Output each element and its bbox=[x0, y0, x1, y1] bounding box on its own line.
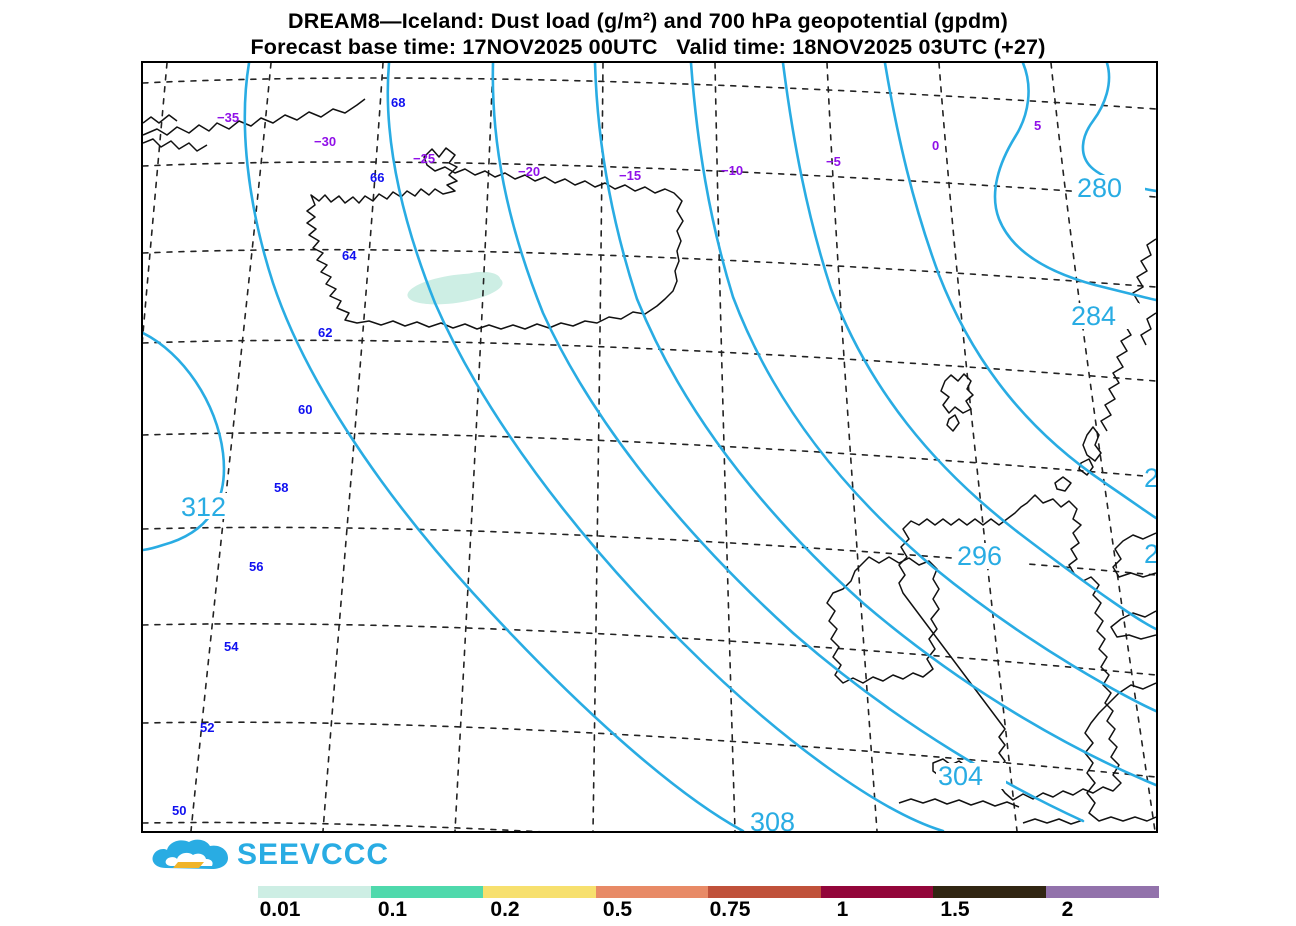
contour-label-288-clipped: 2 bbox=[1144, 539, 1156, 569]
colorbar-segment-2 bbox=[483, 886, 597, 898]
seevccc-logo[interactable] bbox=[148, 836, 363, 878]
lat-label-64: 64 bbox=[342, 248, 357, 263]
contour-labels: 312 308 304 296 284 280 2 2 bbox=[179, 173, 1156, 831]
contour-308 bbox=[243, 63, 745, 831]
contour-288 bbox=[883, 63, 1156, 520]
lon-label-m20: −20 bbox=[518, 164, 540, 179]
lat-label-58: 58 bbox=[274, 480, 288, 495]
lon-label-m30: −30 bbox=[314, 134, 336, 149]
contour-label-284: 284 bbox=[1071, 301, 1116, 331]
lon-label-m35: −35 bbox=[217, 110, 239, 125]
contour-label-312: 312 bbox=[181, 492, 226, 522]
colorbar-segment-3 bbox=[595, 886, 709, 898]
contour-292 bbox=[781, 63, 1156, 631]
map-canvas[interactable]: 68 66 64 62 60 58 56 54 52 50 −35 −30 −2… bbox=[141, 61, 1158, 833]
graticule-longitude-lines bbox=[143, 63, 1156, 831]
denmark-coast bbox=[1112, 532, 1156, 578]
coastlines bbox=[143, 98, 1156, 825]
contour-label-292-clipped: 2 bbox=[1144, 463, 1156, 493]
colorbar-tick-0.75: 0.75 bbox=[709, 898, 751, 921]
colorbar-tick-0.01: 0.01 bbox=[259, 898, 301, 921]
colorbar-segment-6 bbox=[933, 886, 1047, 898]
colorbar-tick-labels: 0.01 0.1 0.2 0.5 0.75 1 1.5 2 bbox=[0, 898, 1296, 926]
colorbar-segment-7 bbox=[1045, 886, 1159, 898]
lat-label-54: 54 bbox=[224, 639, 239, 654]
contour-label-280: 280 bbox=[1077, 173, 1122, 203]
colorbar-tick-1.5: 1.5 bbox=[940, 898, 970, 921]
lon-label-0: 0 bbox=[932, 138, 939, 153]
colorbar-tick-0.5: 0.5 bbox=[602, 898, 633, 921]
graticule-latitude-lines bbox=[143, 77, 1156, 831]
contour-label-308: 308 bbox=[750, 807, 795, 831]
lat-label-52: 52 bbox=[200, 720, 214, 735]
lat-label-60: 60 bbox=[298, 402, 312, 417]
lat-label-56: 56 bbox=[249, 559, 263, 574]
lat-label-66: 66 bbox=[370, 170, 384, 185]
shetland-coast bbox=[1082, 426, 1102, 462]
lat-label-50: 50 bbox=[172, 803, 186, 818]
lon-label-m15: −15 bbox=[619, 168, 641, 183]
colorbar-segment-4 bbox=[708, 886, 822, 898]
lon-label-5: 5 bbox=[1034, 118, 1041, 133]
colorbar-segment-0 bbox=[258, 886, 372, 898]
arrow-icon bbox=[173, 862, 204, 868]
great-britain-coast bbox=[898, 494, 1122, 801]
colorbar-tick-2: 2 bbox=[1061, 898, 1074, 921]
colorbar-tick-0.1: 0.1 bbox=[377, 898, 408, 921]
graticule-labels: 68 66 64 62 60 58 56 54 52 50 −35 −30 −2… bbox=[172, 95, 1041, 818]
forecast-time-subtitle: Forecast base time: 17NOV2025 00UTC Vali… bbox=[250, 35, 1046, 59]
contour-304 bbox=[386, 63, 945, 831]
contour-312 bbox=[143, 331, 226, 552]
lon-label-m5: −5 bbox=[826, 154, 841, 169]
geopotential-contours bbox=[143, 63, 1156, 831]
colorbar-segment-1 bbox=[370, 886, 484, 898]
contour-label-296: 296 bbox=[957, 541, 1002, 571]
france-coast bbox=[1084, 682, 1156, 822]
page-title: DREAM8—Iceland: Dust load (g/m²) and 700… bbox=[288, 9, 1008, 33]
dust-load-colorbar bbox=[258, 886, 1159, 898]
netherlands-coast bbox=[1110, 610, 1156, 640]
contour-284 bbox=[993, 63, 1156, 302]
map-plot-svg: 68 66 64 62 60 58 56 54 52 50 −35 −30 −2… bbox=[143, 63, 1156, 831]
contour-296 bbox=[593, 63, 1156, 787]
colorbar-tick-0.2: 0.2 bbox=[490, 898, 520, 921]
title-block: DREAM8—Iceland: Dust load (g/m²) and 700… bbox=[0, 8, 1296, 60]
lon-label-m25: −25 bbox=[413, 151, 435, 166]
seevccc-logo-text: SEEVCCC bbox=[237, 838, 390, 871]
faroe-islands-coast bbox=[940, 373, 974, 414]
iceland-coast bbox=[306, 147, 684, 330]
greenland-coast bbox=[143, 98, 366, 136]
contour-label-304: 304 bbox=[938, 761, 983, 791]
colorbar-tick-1: 1 bbox=[836, 898, 849, 921]
lat-label-68: 68 bbox=[391, 95, 405, 110]
colorbar-segment-5 bbox=[820, 886, 934, 898]
orkney-coast bbox=[1054, 476, 1072, 492]
lat-label-62: 62 bbox=[318, 325, 332, 340]
norway-coast bbox=[1100, 238, 1156, 432]
contour-280 bbox=[1081, 63, 1156, 193]
dust-load-field bbox=[407, 271, 503, 305]
lon-label-m10: −10 bbox=[721, 163, 743, 178]
